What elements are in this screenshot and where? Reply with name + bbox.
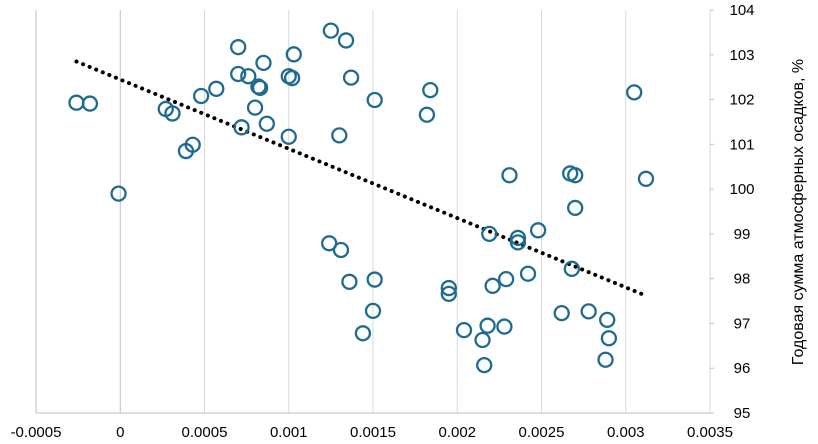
data-point (251, 79, 269, 97)
tick-labels: -0.0005 0 0.0005 0.001 0.0015 0.002 0.0025 0.00… (11, 2, 755, 441)
data-point (110, 185, 127, 202)
data-point (563, 260, 580, 277)
data-point (440, 279, 457, 297)
x-tick-label: 0.0035 (687, 424, 733, 441)
data-point (626, 84, 643, 101)
data-point (519, 265, 537, 282)
data-point (567, 167, 584, 184)
data-point (481, 225, 498, 243)
data-point (208, 80, 225, 97)
data-point (484, 277, 501, 294)
data-point (455, 322, 473, 339)
data-point (364, 302, 382, 320)
trendline-group (74, 59, 648, 298)
y-tick-label: 103 (729, 47, 754, 64)
data-point (230, 65, 247, 83)
data-point (341, 273, 358, 290)
data-point (637, 170, 655, 187)
data-point (285, 46, 302, 63)
y-tick-label: 98 (734, 271, 751, 288)
axes (35, 9, 714, 414)
data-point (580, 303, 597, 320)
data-point (599, 311, 616, 329)
y-tick-label: 96 (734, 360, 751, 377)
x-tick-label: -0.0005 (11, 424, 62, 441)
data-point (230, 39, 247, 56)
data-point (496, 318, 513, 335)
data-point (479, 317, 496, 334)
data-point (184, 136, 201, 153)
y-tick-label: 97 (734, 315, 751, 332)
x-tick-label: 0.001 (270, 424, 308, 441)
data-point (331, 127, 348, 144)
y-tick-label: 95 (734, 405, 751, 422)
data-point (553, 304, 570, 322)
data-point (422, 82, 439, 99)
data-point (68, 94, 85, 111)
data-point (476, 356, 493, 374)
data-point (337, 32, 355, 49)
data-point (567, 199, 584, 217)
data-point (246, 99, 264, 116)
data-point (497, 270, 515, 288)
data-point (164, 105, 181, 122)
data-point (280, 128, 297, 145)
data-point (440, 285, 457, 303)
y-axis-title: Годовая сумма атмосферных осадков, % (790, 59, 807, 365)
data-points (68, 22, 655, 374)
data-point (258, 115, 275, 132)
data-point (81, 95, 99, 112)
data-point (322, 22, 340, 39)
data-point (529, 222, 547, 239)
x-tick-label: 0 (116, 424, 124, 441)
data-point (283, 69, 301, 87)
y-tick-label: 104 (729, 2, 754, 19)
data-point (354, 325, 372, 342)
x-tick-label: 0.0005 (182, 424, 228, 441)
data-point (321, 235, 338, 252)
y-tick-label: 101 (729, 136, 754, 153)
x-tick-label: 0.0015 (350, 424, 396, 441)
data-point (233, 119, 250, 136)
y-tick-label: 99 (734, 226, 751, 243)
data-point (366, 91, 383, 109)
x-tick-label: 0.0025 (519, 424, 565, 441)
data-point (501, 167, 518, 184)
data-point (600, 330, 618, 347)
x-tick-label: 0.003 (607, 424, 645, 441)
data-point (342, 69, 360, 86)
data-point (255, 54, 272, 71)
data-point (192, 87, 210, 105)
data-point (418, 106, 436, 123)
x-tick-label: 0.002 (438, 424, 476, 441)
data-point (366, 271, 383, 288)
data-point (474, 331, 491, 349)
data-point (509, 234, 527, 251)
data-point (509, 229, 527, 247)
grid-lines (204, 10, 711, 413)
data-point (597, 351, 614, 368)
y-tick-label: 100 (729, 181, 754, 198)
data-point (240, 68, 257, 85)
y-tick-label: 102 (729, 92, 754, 109)
trendline (74, 59, 648, 298)
data-point (332, 241, 350, 259)
